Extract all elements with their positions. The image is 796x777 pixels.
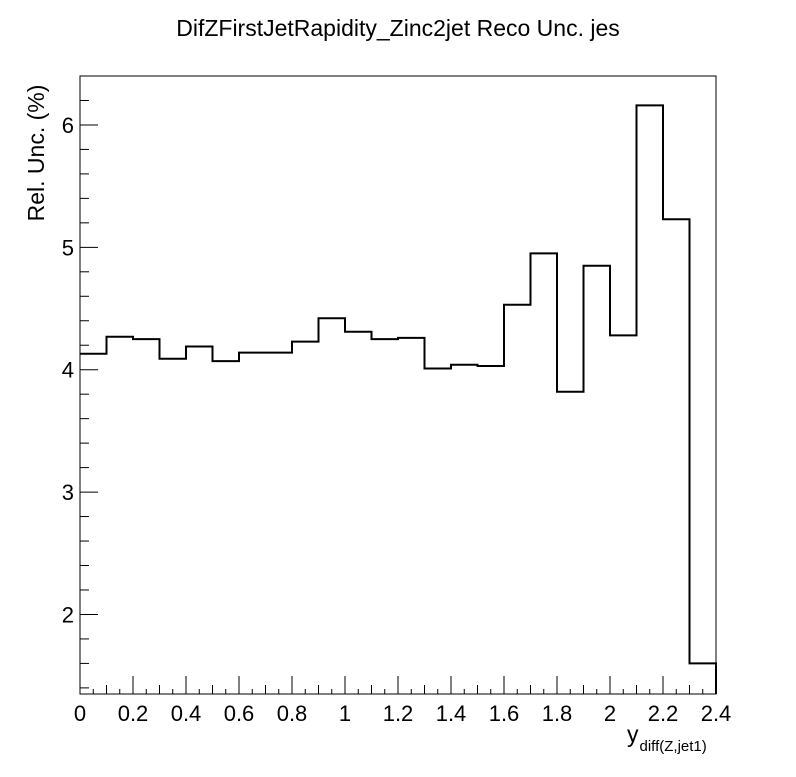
x-tick-label: 2.4 — [701, 701, 732, 726]
x-tick-label: 1 — [339, 701, 351, 726]
x-tick-label: 2.2 — [648, 701, 679, 726]
x-tick-label: 2 — [604, 701, 616, 726]
x-tick-label: 0.8 — [277, 701, 308, 726]
y-tick-label: 5 — [62, 235, 74, 260]
x-tick-label: 1.2 — [383, 701, 414, 726]
x-axis-ticks: 0 0.2 0.4 0.6 0.8 1 1.2 1.4 1.6 1.8 2 2.2 2.4 — [74, 676, 731, 726]
x-tick-label: 0.4 — [171, 701, 202, 726]
histogram-group — [80, 104, 717, 694]
y-axis-ticks: 2 3 4 5 6 — [62, 75, 98, 689]
x-axis-title-subscript: diff(Z,jet1) — [640, 738, 707, 755]
x-tick-label: 1.6 — [489, 701, 520, 726]
y-tick-label: 4 — [62, 358, 74, 383]
x-axis-title: ydiff(Z,jet1) — [627, 721, 707, 755]
chart-title: DifZFirstJetRapidity_Zinc2jet Reco Unc. … — [176, 15, 620, 41]
y-axis-title: Rel. Unc. (%) — [23, 85, 49, 222]
x-tick-label: 0 — [74, 701, 86, 726]
histogram-step-line — [80, 104, 717, 694]
x-tick-label: 1.8 — [542, 701, 573, 726]
x-tick-label: 0.6 — [224, 701, 255, 726]
y-tick-label: 2 — [62, 602, 74, 627]
x-tick-label: 1.4 — [436, 701, 467, 726]
plot-frame-group — [79, 75, 717, 695]
y-tick-label: 3 — [62, 480, 74, 505]
x-tick-label: 0.2 — [118, 701, 149, 726]
plot-frame — [79, 75, 717, 695]
x-axis-title-main: y — [627, 721, 639, 747]
y-tick-label: 6 — [62, 113, 74, 138]
